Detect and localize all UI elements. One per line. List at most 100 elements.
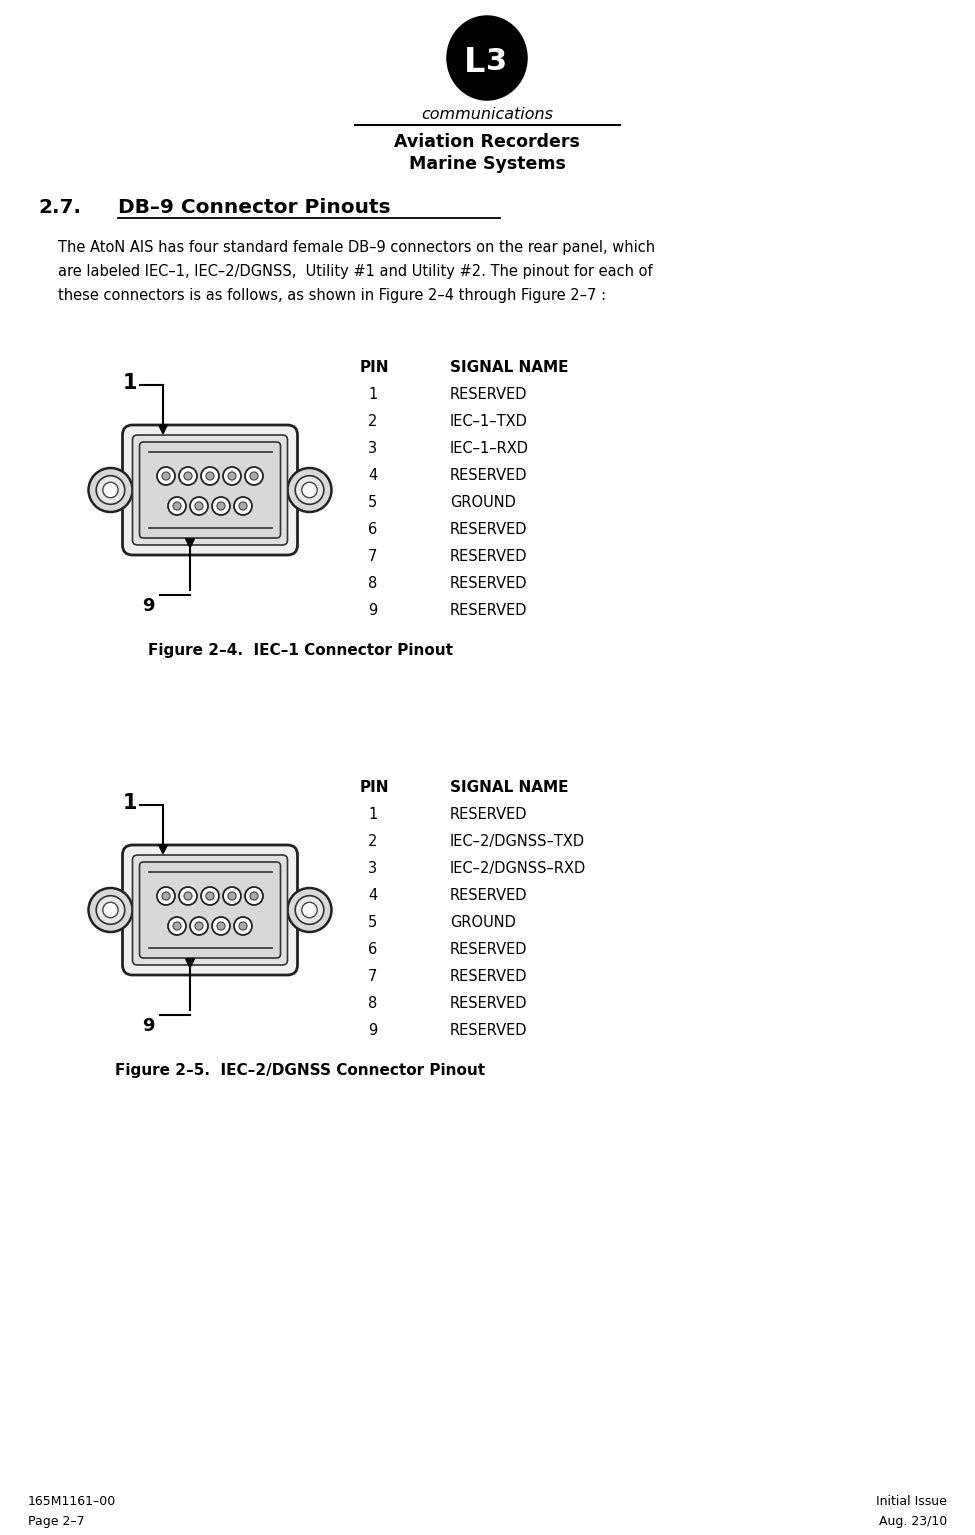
Text: 1: 1 xyxy=(368,387,377,402)
Text: RESERVED: RESERVED xyxy=(450,522,527,537)
Circle shape xyxy=(217,923,225,930)
Circle shape xyxy=(223,887,241,906)
Text: SIGNAL NAME: SIGNAL NAME xyxy=(450,780,568,795)
Text: 4: 4 xyxy=(368,468,377,484)
Text: Initial Issue: Initial Issue xyxy=(877,1495,947,1507)
Text: GROUND: GROUND xyxy=(450,915,516,930)
Text: PIN: PIN xyxy=(360,780,389,795)
Text: SIGNAL NAME: SIGNAL NAME xyxy=(450,361,568,375)
Text: RESERVED: RESERVED xyxy=(450,603,527,619)
Text: Marine Systems: Marine Systems xyxy=(409,155,566,173)
Circle shape xyxy=(288,889,332,932)
Circle shape xyxy=(288,468,332,513)
Text: communications: communications xyxy=(421,107,553,121)
Circle shape xyxy=(179,887,197,906)
Circle shape xyxy=(179,467,197,485)
Text: RESERVED: RESERVED xyxy=(450,889,527,903)
Circle shape xyxy=(102,903,118,918)
Circle shape xyxy=(223,467,241,485)
Circle shape xyxy=(195,502,203,510)
Text: 2.7.: 2.7. xyxy=(38,198,81,216)
Text: these connectors is as follows, as shown in Figure 2–4 through Figure 2–7 :: these connectors is as follows, as shown… xyxy=(58,289,606,302)
Text: are labeled IEC–1, IEC–2/DGNSS,  Utility #1 and Utility #2. The pinout for each : are labeled IEC–1, IEC–2/DGNSS, Utility … xyxy=(58,264,652,279)
Circle shape xyxy=(97,476,125,505)
Text: Aviation Recorders: Aviation Recorders xyxy=(394,134,580,150)
Text: 1: 1 xyxy=(123,373,137,393)
Text: 3: 3 xyxy=(487,46,508,75)
Text: RESERVED: RESERVED xyxy=(450,550,527,563)
Circle shape xyxy=(239,502,247,510)
Circle shape xyxy=(239,923,247,930)
Text: Aug. 23/10: Aug. 23/10 xyxy=(878,1515,947,1527)
Text: L: L xyxy=(464,46,486,80)
FancyBboxPatch shape xyxy=(123,425,297,556)
FancyBboxPatch shape xyxy=(139,442,281,537)
Circle shape xyxy=(168,497,186,516)
Text: 2: 2 xyxy=(368,414,377,428)
Text: 8: 8 xyxy=(368,576,377,591)
Circle shape xyxy=(212,916,230,935)
Circle shape xyxy=(245,887,263,906)
Text: 165M1161–00: 165M1161–00 xyxy=(28,1495,116,1507)
Text: GROUND: GROUND xyxy=(450,494,516,510)
Text: 7: 7 xyxy=(368,969,377,984)
Text: IEC–1–TXD: IEC–1–TXD xyxy=(450,414,527,428)
Text: 1: 1 xyxy=(123,794,137,814)
Text: 6: 6 xyxy=(368,942,377,956)
Text: RESERVED: RESERVED xyxy=(450,807,527,823)
Text: IEC–1–RXD: IEC–1–RXD xyxy=(450,441,529,456)
Text: RESERVED: RESERVED xyxy=(450,1022,527,1038)
Circle shape xyxy=(190,497,208,516)
FancyBboxPatch shape xyxy=(123,844,297,975)
Text: Figure 2–5.  IEC–2/DGNSS Connector Pinout: Figure 2–5. IEC–2/DGNSS Connector Pinout xyxy=(115,1064,486,1079)
Circle shape xyxy=(173,923,181,930)
Circle shape xyxy=(173,502,181,510)
Text: 9: 9 xyxy=(368,1022,377,1038)
Circle shape xyxy=(212,497,230,516)
Circle shape xyxy=(250,471,258,480)
Circle shape xyxy=(162,892,170,900)
Circle shape xyxy=(201,467,219,485)
Circle shape xyxy=(190,916,208,935)
Text: 4: 4 xyxy=(368,889,377,903)
Circle shape xyxy=(295,476,324,505)
Circle shape xyxy=(89,889,133,932)
Circle shape xyxy=(250,892,258,900)
Circle shape xyxy=(228,471,236,480)
Circle shape xyxy=(184,471,192,480)
Text: 9: 9 xyxy=(142,597,155,616)
FancyBboxPatch shape xyxy=(133,855,288,966)
Text: 5: 5 xyxy=(368,494,377,510)
Circle shape xyxy=(102,482,118,497)
Text: 6: 6 xyxy=(368,522,377,537)
Text: 3: 3 xyxy=(368,441,377,456)
FancyBboxPatch shape xyxy=(133,434,288,545)
Text: IEC–2/DGNSS–RXD: IEC–2/DGNSS–RXD xyxy=(450,861,586,876)
Text: 7: 7 xyxy=(368,550,377,563)
Circle shape xyxy=(234,916,252,935)
Circle shape xyxy=(157,467,175,485)
Circle shape xyxy=(295,896,324,924)
Circle shape xyxy=(234,497,252,516)
Text: RESERVED: RESERVED xyxy=(450,996,527,1012)
Circle shape xyxy=(206,471,214,480)
Text: RESERVED: RESERVED xyxy=(450,969,527,984)
Text: IEC–2/DGNSS–TXD: IEC–2/DGNSS–TXD xyxy=(450,834,585,849)
Circle shape xyxy=(228,892,236,900)
Circle shape xyxy=(168,916,186,935)
Ellipse shape xyxy=(448,17,526,98)
Circle shape xyxy=(206,892,214,900)
Text: Figure 2–4.  IEC–1 Connector Pinout: Figure 2–4. IEC–1 Connector Pinout xyxy=(147,643,452,659)
Circle shape xyxy=(201,887,219,906)
Circle shape xyxy=(302,482,317,497)
FancyBboxPatch shape xyxy=(139,863,281,958)
Circle shape xyxy=(89,468,133,513)
Text: RESERVED: RESERVED xyxy=(450,942,527,956)
Text: 2: 2 xyxy=(368,834,377,849)
Text: PIN: PIN xyxy=(360,361,389,375)
Circle shape xyxy=(157,887,175,906)
Text: 1: 1 xyxy=(368,807,377,823)
Text: 9: 9 xyxy=(142,1018,155,1035)
Text: 5: 5 xyxy=(368,915,377,930)
Text: DB–9 Connector Pinouts: DB–9 Connector Pinouts xyxy=(118,198,391,216)
